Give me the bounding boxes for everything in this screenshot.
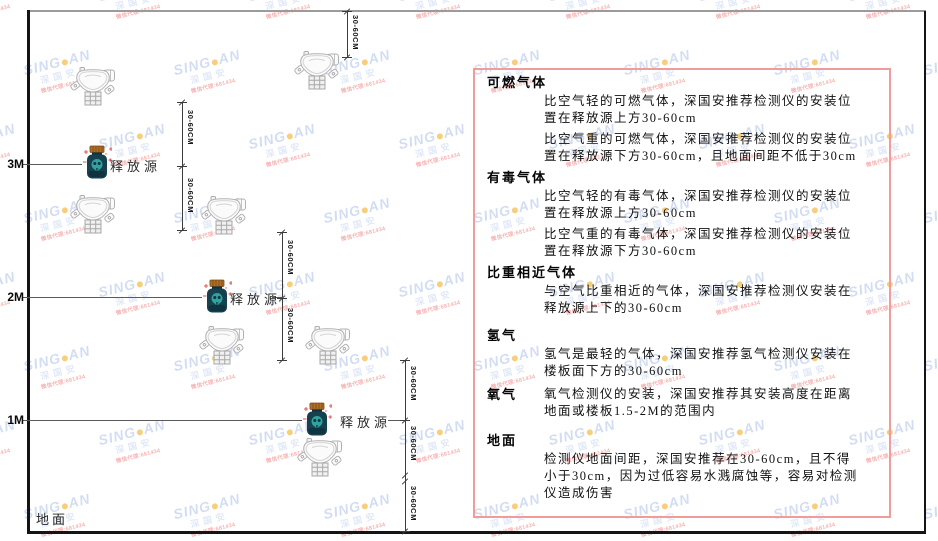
ceiling-line (27, 10, 926, 12)
ground-line (27, 531, 926, 534)
dimension-tick (177, 230, 187, 231)
section-paragraph: 比空气重的可燃气体，深国安推荐检测仪的安装位置在释放源下方30-60cm，且地面… (544, 132, 857, 163)
watermark-dot-icon (286, 132, 294, 140)
dimension-tick (400, 531, 410, 532)
dimension-tick (342, 11, 352, 12)
watermark-dot-icon (436, 280, 444, 288)
watermark-dot-icon (361, 58, 369, 66)
dimension-label: 30-60CM (186, 110, 195, 146)
release-source-icon (202, 279, 232, 313)
watermark-dot-icon (286, 428, 294, 436)
watermark-dot-icon (61, 354, 69, 362)
watermark-dot-icon (136, 428, 144, 436)
section-paragraph: 检测仪地面间距，深国安推荐在30-60cm，且不得小于30cm，因为过低容易水溅… (544, 452, 858, 500)
gas-detector-icon (297, 438, 343, 477)
dimension-tick (177, 166, 187, 167)
watermark-dot-icon (811, 58, 819, 66)
section-heading: 氧气 (487, 387, 518, 402)
axis-label-2m: 2M (7, 290, 24, 304)
level-line-1m (22, 420, 302, 421)
right-border-line (924, 11, 926, 534)
section-paragraph: 与空气比重相近的气体，深国安推荐检测仪安装在释放源上下的30-60cm (544, 284, 853, 315)
watermark-dot-icon (361, 206, 369, 214)
dimension-tick (342, 57, 352, 58)
dimension-tick (277, 298, 287, 299)
release-source-label: 释放源 (110, 159, 162, 174)
section-ground: 地面 检测仪地面间距，深国安推荐在30-60cm，且不得小于30cm，因为过低容… (487, 432, 875, 506)
dimension-tick (177, 102, 187, 103)
watermark-dot-icon (511, 58, 519, 66)
release-source-icon (302, 402, 332, 436)
section-similar-density-gas: 比重相近气体 与空气比重相近的气体，深国安推荐检测仪安装在释放源上下的30-60… (487, 264, 875, 321)
dimension-label: 30-60CM (409, 426, 418, 462)
dimension-line-1m-ground (405, 360, 406, 531)
section-paragraph: 氢气是最轻的气体，深国安推荐氢气检测仪安装在楼板面下方的30-60cm (544, 347, 853, 378)
gas-detector-icon (294, 51, 340, 90)
section-toxic-gas: 有毒气体 比空气轻的有毒气体，深国安推荐检测仪的安装位置在释放源上方30-60c… (487, 169, 875, 264)
watermark-dot-icon (361, 354, 369, 362)
gas-detector-icon (201, 196, 247, 235)
watermark-dot-icon (286, 280, 294, 288)
ground-label: 地面 (36, 512, 69, 527)
section-paragraph: 比空气轻的可燃气体，深国安推荐检测仪的安装位置在释放源上方30-60cm (544, 94, 853, 125)
watermark-dot-icon (61, 206, 69, 214)
level-connector-1m (388, 420, 406, 421)
gas-detector-icon (70, 195, 116, 234)
section-paragraph: 氧气检测仪的安装，深国安推荐其安装高度在距离地面或楼板1.5-2M的范围内 (544, 387, 853, 418)
section-heading: 有毒气体 (487, 170, 548, 185)
gas-detector-icon (70, 67, 116, 106)
level-line-3m (22, 164, 82, 165)
dimension-tick (400, 360, 410, 361)
section-paragraph: 比空气轻的有毒气体，深国安推荐检测仪的安装位置在释放源上方30-60cm (544, 189, 853, 220)
dimension-label: 30-60CM (186, 178, 195, 214)
release-source-label: 释放源 (340, 415, 392, 430)
section-heading: 地面 (487, 433, 518, 448)
dimension-label: 30-60CM (409, 366, 418, 402)
watermark-dot-icon (136, 280, 144, 288)
gas-detector-icon (199, 326, 245, 365)
axis-label-1m: 1M (7, 413, 24, 427)
dimension-label: 30-60CM (409, 486, 418, 522)
watermark-dot-icon (436, 132, 444, 140)
gas-detector-icon (305, 326, 351, 365)
dimension-tick (277, 360, 287, 361)
axis-label-3m: 3M (7, 157, 24, 171)
level-line-2m (22, 297, 202, 298)
section-oxygen: 氧气 氧气检测仪的安装，深国安推荐其安装高度在距离地面或楼板1.5-2M的范围内 (487, 384, 875, 424)
watermark-dot-icon (436, 428, 444, 436)
watermark-dot-icon (661, 58, 669, 66)
left-wall-line (27, 10, 30, 534)
dimension-label: 30-60CM (286, 240, 295, 276)
section-paragraph: 比空气重的有毒气体，深国安推荐检测仪的安装位置在释放源下方30-60cm (544, 227, 853, 258)
section-heading: 可燃气体 (487, 75, 548, 90)
release-source-label: 释放源 (230, 292, 282, 307)
watermark-dot-icon (211, 502, 219, 510)
section-flammable-gas: 可燃气体 比空气轻的可燃气体，深国安推荐检测仪的安装位置在释放源上方30-60c… (487, 74, 875, 169)
dimension-line-ceiling (347, 11, 348, 57)
watermark-dot-icon (61, 58, 69, 66)
dimension-label: 30-60CM (286, 308, 295, 344)
dimension-tick (277, 232, 287, 233)
section-heading: 氢气 (487, 328, 518, 343)
watermark-dot-icon (361, 502, 369, 510)
watermark-dot-icon (211, 58, 219, 66)
release-source-icon (82, 145, 112, 179)
dimension-tick (400, 420, 410, 421)
info-panel: 可燃气体 比空气轻的可燃气体，深国安推荐检测仪的安装位置在释放源上方30-60c… (473, 68, 891, 518)
section-hydrogen: 氢气 氢气是最轻的气体，深国安推荐氢气检测仪安装在楼板面下方的30-60cm (487, 327, 875, 384)
dimension-label: 30-60CM (351, 15, 360, 51)
watermark-dot-icon (136, 132, 144, 140)
section-heading: 比重相近气体 (487, 265, 578, 280)
